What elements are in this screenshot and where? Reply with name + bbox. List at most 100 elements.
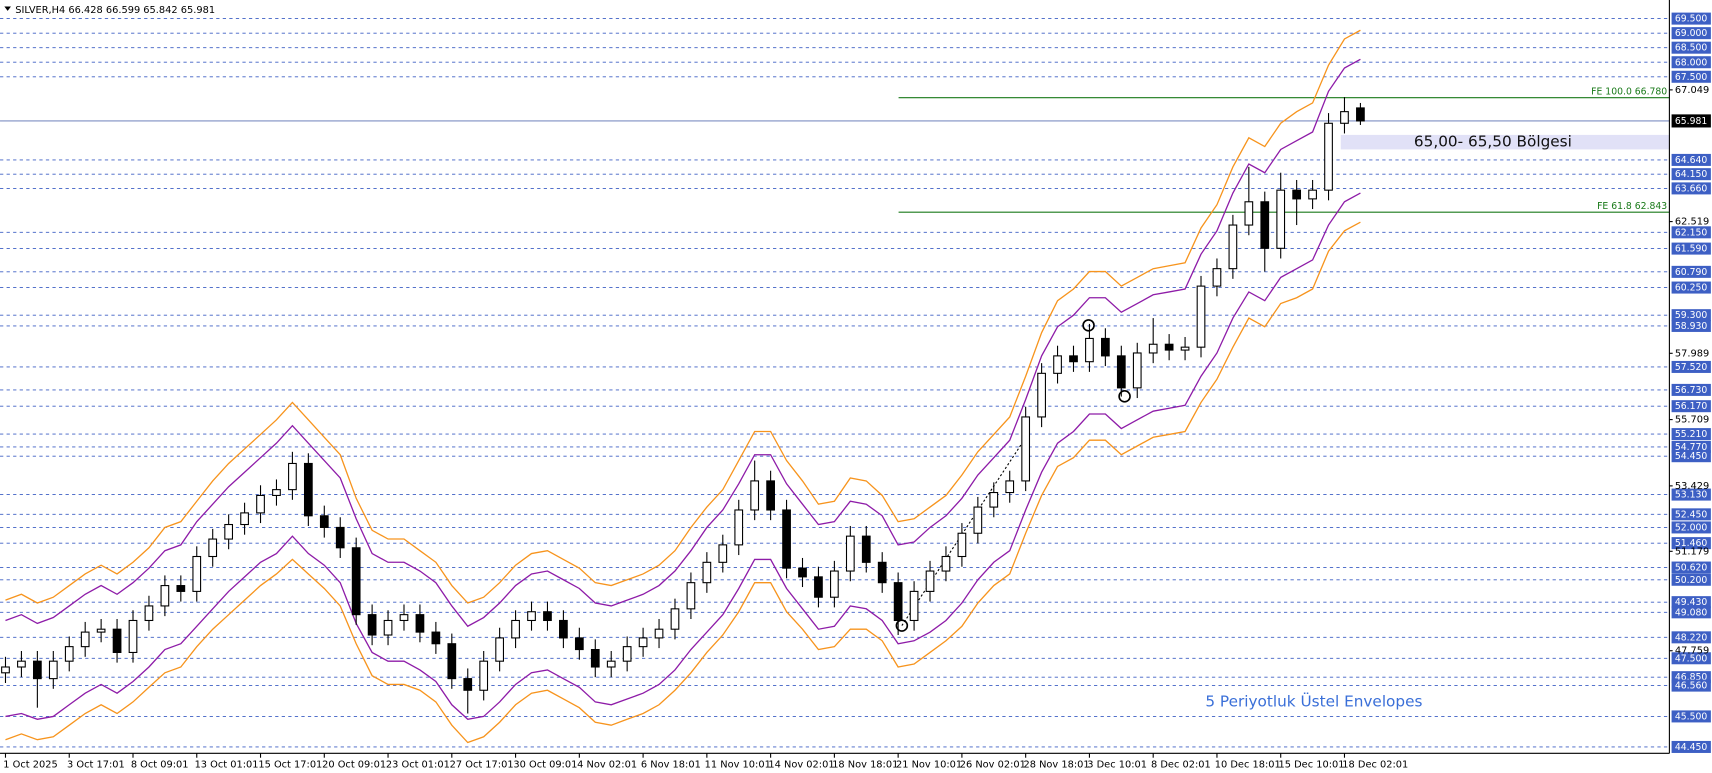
candle-body [1180, 346, 1190, 351]
level-label: 52.000 [1675, 522, 1708, 533]
y-tick-label: 67.049 [1675, 85, 1709, 96]
x-tick-label: 4 Nov 02:01 [577, 759, 637, 770]
level-label: 44.450 [1675, 742, 1708, 753]
candle-body [654, 628, 664, 639]
candle-body [686, 582, 696, 610]
candle-body [1340, 111, 1349, 124]
candle-body [734, 509, 744, 546]
level-label: 59.300 [1675, 310, 1708, 321]
candle-body [1356, 107, 1365, 122]
x-tick-label: 20 Oct 09:01 [322, 759, 386, 770]
candle-body [1212, 268, 1222, 287]
level-label: 49.430 [1675, 597, 1708, 608]
y-tick-label: 51.179 [1675, 546, 1709, 557]
candle-body [1037, 372, 1046, 418]
candle-body [80, 631, 90, 648]
level-label-box [1671, 596, 1711, 609]
level-label: 57.520 [1675, 362, 1708, 373]
candle-body [48, 660, 58, 680]
level-label: 60.250 [1675, 283, 1708, 294]
swing-circle [1082, 319, 1095, 332]
candle-body [479, 660, 489, 691]
candle-body [335, 526, 345, 549]
level-label-box [1671, 400, 1711, 413]
candle-body [1053, 355, 1062, 374]
x-tick-label: 14 Nov 02:01 [768, 759, 834, 770]
x-tick-label: 23 Oct 01:01 [386, 759, 450, 770]
level-label: 52.450 [1675, 509, 1708, 520]
level-label: 45.500 [1675, 711, 1708, 722]
candle-body [798, 567, 807, 578]
level-label: 67.500 [1675, 72, 1708, 83]
level-label-box [1671, 606, 1711, 619]
level-label: 64.640 [1675, 155, 1708, 166]
candle-body [383, 619, 393, 636]
candle-body [351, 547, 361, 616]
level-label: 50.200 [1675, 575, 1708, 586]
candle-body [622, 646, 632, 662]
candle-body [319, 515, 329, 528]
x-tick-label: 1 Oct 2025 [3, 759, 57, 770]
level-label-box [1671, 450, 1711, 463]
candle-body [192, 555, 202, 592]
under-layer [0, 18, 1670, 748]
candle-body [256, 494, 265, 514]
candle-body [845, 535, 855, 572]
candle-body [559, 619, 568, 639]
level-label-box [1671, 281, 1711, 294]
fib-label: FE 100.0 66.780 [1591, 87, 1667, 98]
level-label-box [1671, 242, 1711, 255]
candle-body [1292, 189, 1302, 200]
level-label-box [1671, 360, 1711, 373]
candle-body [144, 605, 154, 622]
x-tick-label: 15 Oct 17:01 [258, 759, 322, 770]
level-label-box [1671, 679, 1711, 692]
zone [1340, 134, 1670, 150]
candle-body [17, 660, 26, 668]
level-label-box [1671, 652, 1711, 665]
candle-body [224, 523, 234, 540]
candle-body [718, 544, 728, 563]
level-label: 56.730 [1675, 385, 1708, 396]
level-label-box [1671, 561, 1711, 574]
level-label: 58.930 [1675, 321, 1708, 332]
trend-line [901, 436, 1027, 626]
y-tick-label: 62.519 [1675, 217, 1709, 228]
candle-body [431, 631, 441, 645]
candle-body [160, 585, 170, 607]
x-tick-label: 18 Nov 18:01 [832, 759, 898, 770]
candle-body [861, 535, 871, 563]
candle-body [782, 509, 791, 569]
level-label: 69.500 [1675, 14, 1708, 25]
candle-body [367, 614, 377, 636]
candle-body [303, 462, 313, 517]
level-label: 54.450 [1675, 451, 1708, 462]
level-label-box [1671, 508, 1711, 521]
level-label-box [1671, 440, 1711, 453]
candle-body [893, 582, 903, 622]
candle-body [176, 585, 186, 592]
candle-body [1116, 355, 1126, 389]
candle-body [415, 614, 425, 633]
y-tick-label: 55.709 [1675, 415, 1709, 426]
candle-body [1132, 352, 1142, 389]
x-tick-label: 8 Dec 02:01 [1151, 759, 1211, 770]
x-tick-label: 21 Nov 10:01 [896, 759, 962, 770]
level-label-box [1671, 710, 1711, 723]
candle-body [112, 628, 122, 654]
level-label-box [1671, 631, 1711, 644]
candle-body [463, 678, 473, 691]
x-tick-label: 26 Nov 02:01 [960, 759, 1026, 770]
candle-body [590, 649, 600, 668]
level-label: 49.080 [1675, 607, 1708, 618]
level-label: 64.150 [1675, 169, 1708, 180]
level-label-box [1671, 537, 1711, 550]
candle-body [925, 570, 935, 592]
level-label-box [1671, 153, 1711, 166]
x-tick-label: 11 Nov 10:01 [705, 759, 771, 770]
level-label: 56.170 [1675, 401, 1708, 412]
candle-body [941, 555, 951, 572]
candle-body [670, 608, 680, 630]
candle-body [272, 489, 281, 496]
